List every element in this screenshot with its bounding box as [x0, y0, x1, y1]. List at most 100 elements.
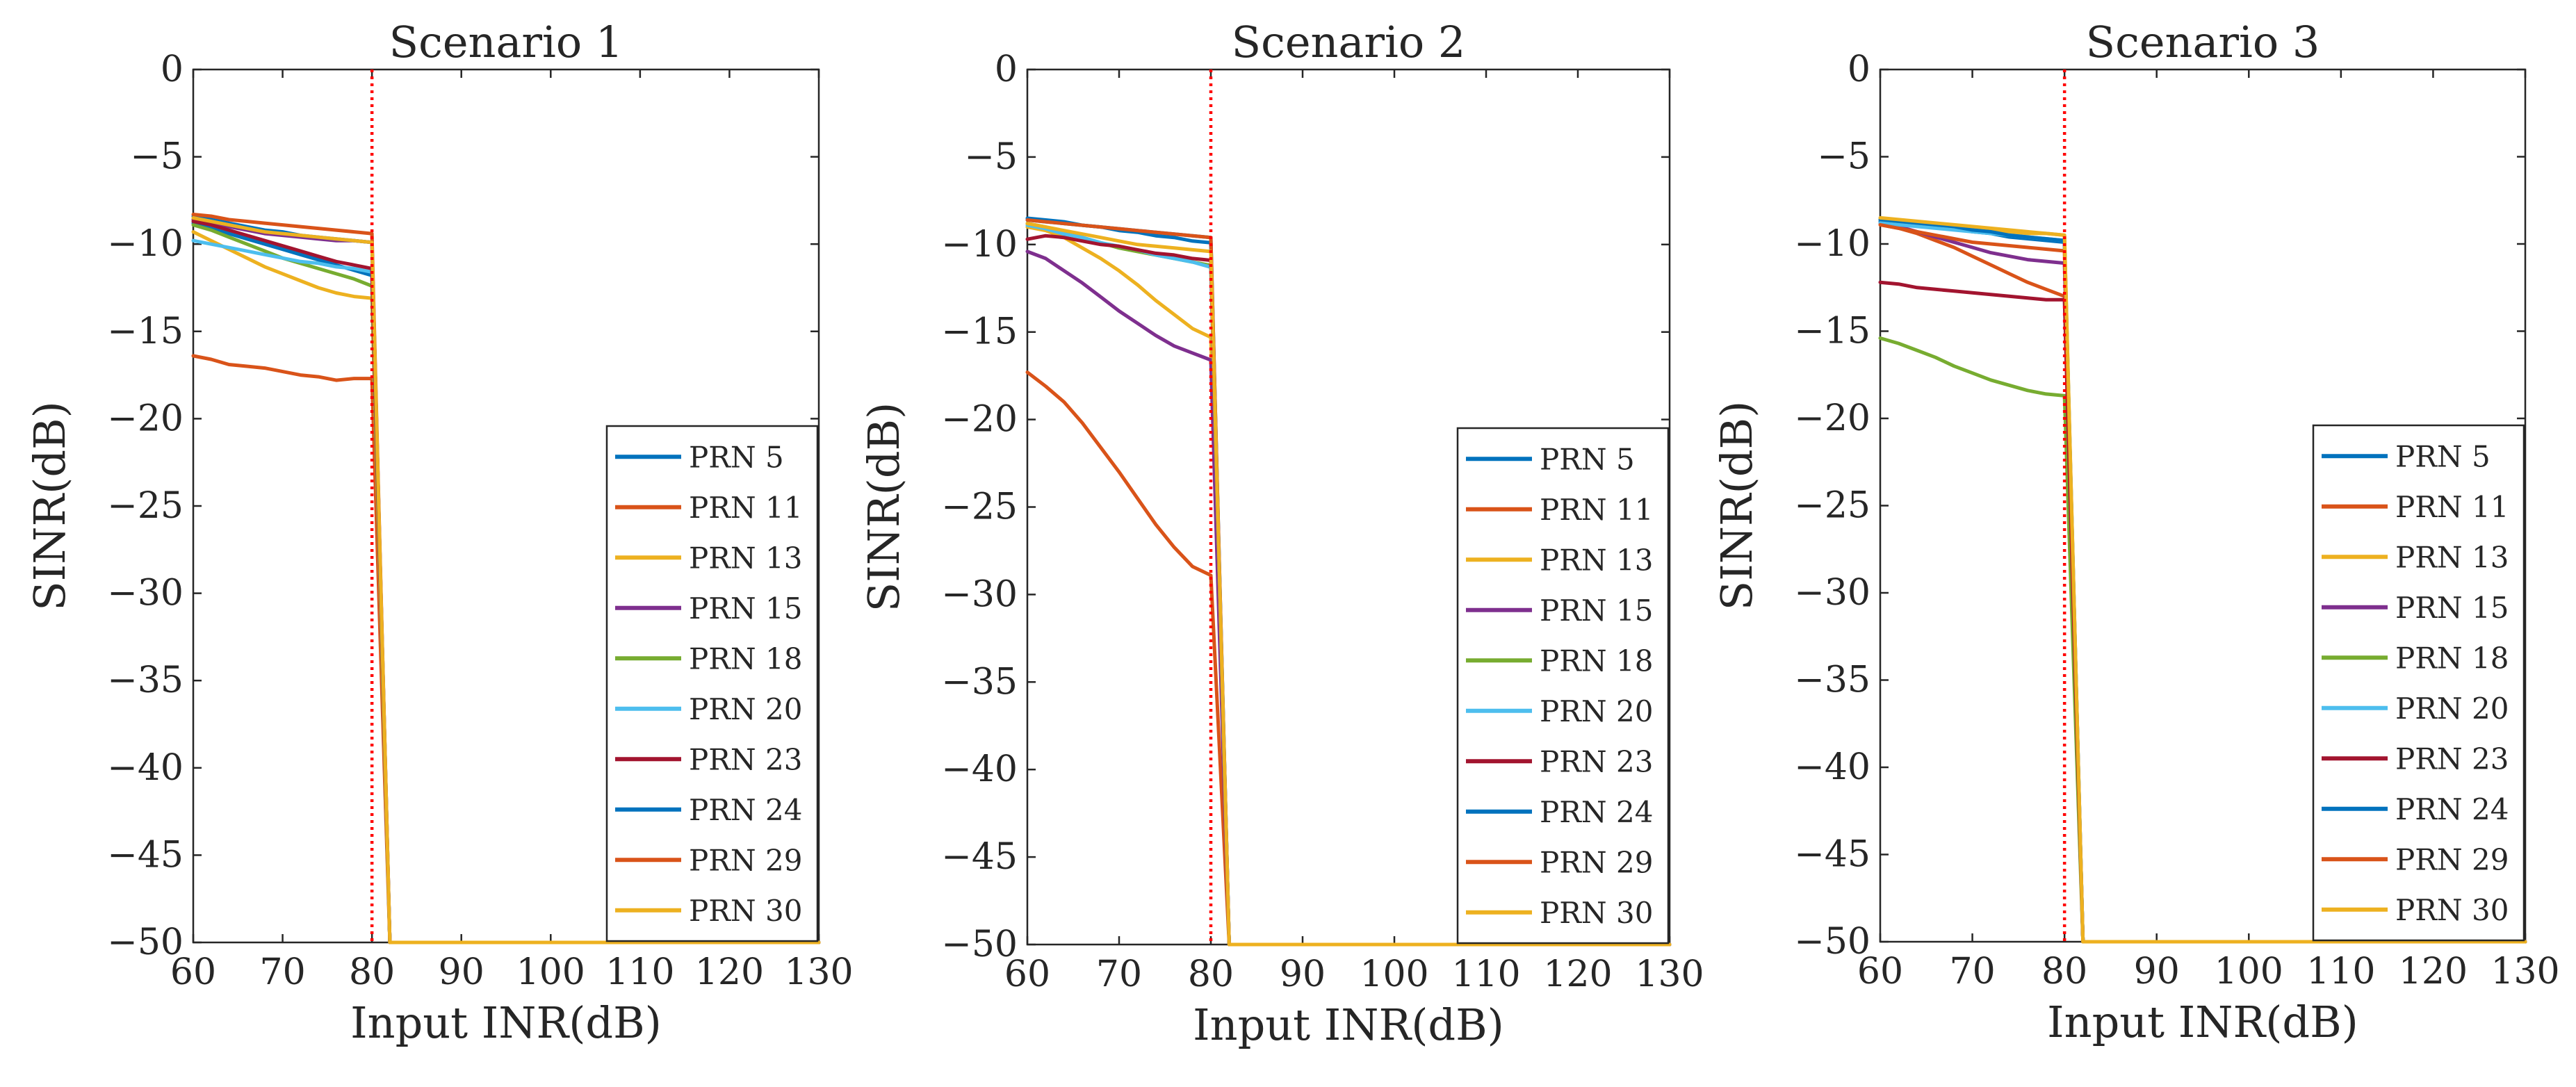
scenario-3-ytick-label: −5 — [1817, 136, 1870, 178]
scenario-1-ytick-label: 0 — [161, 49, 184, 90]
scenario-3-ytick-label: −35 — [1794, 660, 1870, 701]
scenario-1-xlabel: Input INR(dB) — [350, 997, 662, 1048]
scenario-3-ytick-label: −50 — [1794, 921, 1870, 963]
scenario-3-xtick-label: 90 — [2134, 951, 2180, 992]
scenario-3-ytick-label: −40 — [1794, 746, 1870, 788]
scenario-2-ytick-label: −25 — [941, 487, 1018, 528]
scenario-2-ytick-label: 0 — [995, 49, 1018, 90]
scenario-2-xtick-label: 130 — [1635, 954, 1704, 995]
scenario-3-ytick-label: −20 — [1794, 398, 1870, 439]
scenario-1-ytick-label: −5 — [130, 136, 184, 178]
scenario-1-xtick-label: 80 — [349, 951, 395, 993]
scenario-3-ytick-label: −15 — [1794, 311, 1870, 352]
scenario-1-legend-label: PRN 20 — [689, 692, 802, 726]
scenario-3-xtick-label: 100 — [2215, 951, 2283, 992]
scenario-1-ytick-label: −45 — [107, 834, 184, 876]
scenario-3-ytick-label: 0 — [1848, 49, 1870, 90]
scenario-3-xtick-label: 70 — [1949, 951, 1995, 992]
scenario-2-legend-label: PRN 30 — [1540, 896, 1653, 930]
scenario-3-series-prn-18 — [1878, 336, 2527, 944]
scenario-2-xtick-label: 120 — [1543, 954, 1612, 995]
scenario-3-title: Scenario 3 — [2086, 17, 2320, 67]
scenario-2-legend-label: PRN 18 — [1540, 644, 1653, 678]
scenario-3-ytick-label: −30 — [1794, 572, 1870, 614]
scenario-2-ytick-label: −5 — [964, 136, 1018, 178]
scenario-1-legend-label: PRN 5 — [689, 440, 784, 474]
scenario-3-ytick-label: −45 — [1794, 834, 1870, 876]
scenario-2-legend-label: PRN 5 — [1540, 442, 1635, 476]
scenario-3-ytick-label: −25 — [1794, 485, 1870, 527]
scenario-3-ylabel: SINR(dB) — [1711, 401, 1762, 611]
scenario-3-panel: Scenario 3 Input INR(dB) SINR(dB) 0 −5 −10… — [1711, 17, 2560, 1047]
scenario-2-legend: PRN 5 PRN 11 PRN 13 PRN 15 PRN 18 PRN 20 PRN 2… — [1456, 427, 1670, 945]
scenario-2-title: Scenario 2 — [1232, 17, 1466, 67]
scenario-1-xtick-label: 110 — [605, 951, 674, 993]
scenario-1-xtick-label: 60 — [170, 951, 216, 993]
scenario-1-series-prn-29 — [191, 213, 821, 945]
scenario-1-ytick-label: −15 — [107, 311, 184, 352]
scenario-2-xtick-label: 80 — [1188, 954, 1234, 995]
scenario-1-legend-box — [605, 425, 819, 942]
scenario-2-legend-label: PRN 29 — [1540, 845, 1653, 879]
scenario-2-series-prn-11 — [1025, 370, 1672, 947]
scenario-2-xtick-label: 60 — [1004, 954, 1050, 995]
scenario-1-legend-label: PRN 29 — [689, 843, 802, 877]
scenario-1-title: Scenario 1 — [389, 17, 623, 67]
scenario-3-legend-label: PRN 5 — [2395, 439, 2491, 473]
scenario-2-xtick-label: 100 — [1360, 954, 1428, 995]
scenario-2-ytick-label: −35 — [941, 661, 1018, 703]
scenario-3-legend-label: PRN 29 — [2395, 842, 2509, 876]
scenario-1-ytick-label: −30 — [107, 573, 184, 614]
scenario-2-legend-label: PRN 15 — [1540, 594, 1653, 628]
scenario-1-ytick-label: −35 — [107, 660, 184, 701]
scenario-1-xtick-label: 100 — [516, 951, 585, 993]
scenario-3-xtick-label: 110 — [2306, 951, 2375, 992]
scenario-2-series-prn-15 — [1025, 250, 1672, 947]
scenario-3-xtick-label: 80 — [2041, 951, 2087, 992]
scenario-2-xtick-label: 70 — [1096, 954, 1142, 995]
scenario-1-legend-label: PRN 18 — [689, 641, 802, 676]
scenario-2-ytick-label: −10 — [941, 224, 1018, 265]
scenario-3-legend-label: PRN 18 — [2395, 641, 2509, 675]
scenario-1-legend-label: PRN 13 — [689, 541, 802, 575]
scenario-1-panel: Scenario 1 Input INR(dB) SINR(dB) 0 −5 −10… — [24, 17, 854, 1048]
scenario-3-legend-label: PRN 30 — [2395, 893, 2509, 927]
scenario-1-ytick-label: −20 — [107, 398, 184, 439]
scenario-1-ytick-label: −10 — [107, 223, 184, 265]
scenario-2-legend-label: PRN 20 — [1540, 694, 1653, 728]
scenario-2-ytick-label: −50 — [941, 924, 1018, 965]
scenario-2-legend-box — [1456, 427, 1670, 945]
scenario-3-legend-label: PRN 15 — [2395, 591, 2509, 625]
scenario-1-ylabel: SINR(dB) — [24, 401, 75, 611]
scenario-2-legend-label: PRN 11 — [1540, 493, 1653, 527]
scenario-1-legend: PRN 5 PRN 11 PRN 13 PRN 15 PRN 18 PRN 20 PRN 2… — [605, 425, 819, 942]
scenario-1-xtick-label: 90 — [439, 951, 484, 993]
scenario-1-legend-label: PRN 15 — [689, 591, 802, 626]
scenario-1-series-prn-11 — [191, 354, 821, 945]
scenario-3-legend-label: PRN 13 — [2395, 540, 2509, 574]
scenario-1-ytick-label: −40 — [107, 747, 184, 789]
scenario-2-xtick-label: 90 — [1280, 954, 1326, 995]
scenario-2-legend-label: PRN 23 — [1540, 744, 1653, 778]
scenario-1-xtick-label: 120 — [695, 951, 764, 993]
scenario-2-ytick-label: −20 — [941, 399, 1018, 441]
scenario-2-ytick-label: −30 — [941, 573, 1018, 615]
scenario-3-series-prn-30 — [1878, 215, 2527, 944]
scenario-1-xtick-label: 70 — [259, 951, 305, 993]
scenario-2-ytick-label: −15 — [941, 311, 1018, 353]
scenario-3-xtick-label: 130 — [2491, 951, 2559, 992]
scenario-2-xtick-label: 110 — [1451, 954, 1520, 995]
scenario-2-ytick-label: −40 — [941, 749, 1018, 790]
scenario-2-ylabel: SINR(dB) — [858, 402, 909, 612]
scenario-2-panel: Scenario 2 Input INR(dB) SINR(dB) 0 −5 −10… — [858, 17, 1704, 1050]
scenario-1-ytick-label: −25 — [107, 485, 184, 527]
scenario-2-xlabel: Input INR(dB) — [1193, 999, 1504, 1050]
scenario-1-legend-label: PRN 30 — [689, 894, 802, 928]
scenario-3-ytick-label: −10 — [1794, 223, 1870, 265]
scenario-1-legend-label: PRN 23 — [689, 742, 802, 776]
scenario-2-legend-label: PRN 24 — [1540, 795, 1653, 829]
scenario-1-series-prn-30 — [191, 216, 821, 945]
scenario-3-legend-label: PRN 23 — [2395, 742, 2509, 776]
scenario-3-legend: PRN 5 PRN 11 PRN 13 PRN 15 PRN 18 PRN 20 PRN 2… — [2312, 424, 2525, 942]
